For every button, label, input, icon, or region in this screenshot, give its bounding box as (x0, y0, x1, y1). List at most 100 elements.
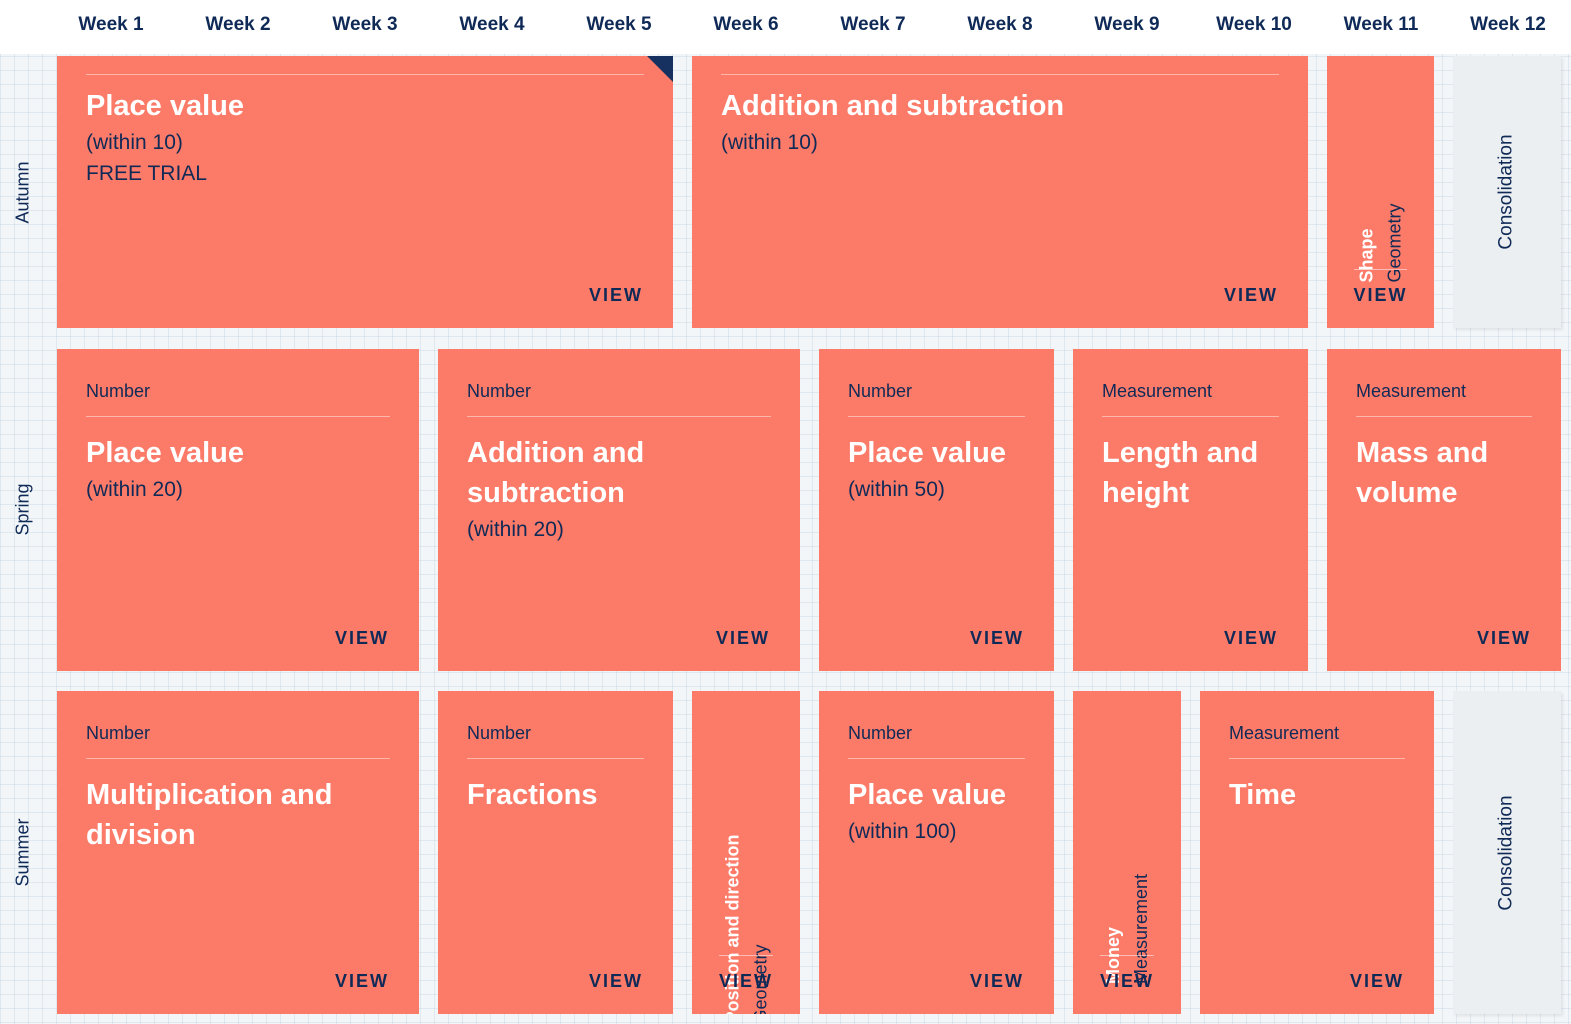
card-divider (1100, 955, 1154, 956)
card-category: Number (467, 381, 771, 417)
card-vertical-label: Money Measurement (1073, 711, 1181, 984)
card-category: Number (86, 381, 390, 417)
week-label-8: Week 8 (967, 14, 1033, 35)
card-title-text: Place value (86, 437, 244, 469)
card-summer-place-value-100[interactable]: Number Place value (within 100) VIEW (819, 691, 1054, 1014)
view-button[interactable]: VIEW (588, 285, 643, 305)
week-label-1: Week 1 (78, 14, 144, 35)
card-divider (86, 74, 644, 75)
consolidation-label: Consolidation (1496, 794, 1518, 911)
card-category: Number (86, 723, 390, 759)
view-button[interactable]: VIEW (715, 628, 770, 648)
week-label-7: Week 7 (840, 14, 906, 35)
card-title: Addition and subtraction (within 20) (467, 433, 776, 547)
card-title: Shape (1356, 228, 1377, 283)
view-button[interactable]: VIEW (1099, 971, 1154, 991)
card-summer-multiplication[interactable]: Number Multiplication and division VIEW (57, 691, 419, 1014)
view-button[interactable]: VIEW (1223, 628, 1278, 648)
card-title: Fractions (467, 775, 649, 815)
card-spring-mass[interactable]: Measurement Mass and volume VIEW (1327, 349, 1561, 671)
card-spring-length[interactable]: Measurement Length and height VIEW (1073, 349, 1308, 671)
term-spring: Spring (0, 348, 46, 671)
week-label-5: Week 5 (586, 14, 652, 35)
week-label-6: Week 6 (713, 14, 779, 35)
card-subtitle: (within 10) (86, 131, 183, 154)
card-category: Measurement (1102, 381, 1279, 417)
card-title-text: Addition and subtraction (721, 90, 1065, 122)
consolidation-label: Consolidation (1496, 134, 1518, 250)
week-label-10: Week 10 (1216, 14, 1292, 35)
card-title: Place value (within 50) (848, 433, 1030, 507)
card-title: Time (1229, 775, 1410, 815)
card-summer-fractions[interactable]: Number Fractions VIEW (438, 691, 673, 1014)
card-title-text: Addition and subtraction (467, 437, 645, 509)
card-spring-addition[interactable]: Number Addition and subtraction (within … (438, 349, 800, 671)
view-button[interactable]: VIEW (1223, 285, 1278, 305)
card-subtitle: (within 50) (848, 478, 945, 501)
card-autumn-consolidation[interactable]: Consolidation (1453, 56, 1561, 328)
week-label-2: Week 2 (205, 14, 271, 35)
card-title: Length and height (1102, 433, 1284, 513)
card-title-text: Length and height (1102, 437, 1259, 509)
card-subtitle: (within 20) (467, 518, 564, 541)
term-spring-label: Spring (12, 483, 33, 536)
term-autumn-label: Autumn (12, 160, 33, 224)
view-button[interactable]: VIEW (334, 971, 389, 991)
card-title: Multiplication and division (86, 775, 395, 855)
week-label-3: Week 3 (332, 14, 398, 35)
card-category: Measurement (1131, 873, 1151, 985)
week-label-9: Week 9 (1094, 14, 1160, 35)
term-summer: Summer (0, 691, 46, 1014)
view-button[interactable]: VIEW (1349, 971, 1404, 991)
term-autumn: Autumn (0, 56, 46, 328)
card-title-text: Place value (848, 779, 1006, 811)
card-title-text: Time (1229, 779, 1297, 811)
card-vertical-label: Position and direction Geometry (692, 711, 800, 1014)
free-trial-ribbon (647, 56, 673, 82)
card-subtitle: (within 20) (86, 478, 183, 501)
view-button[interactable]: VIEW (969, 628, 1024, 648)
card-title-text: Multiplication and division (86, 779, 333, 851)
card-title-text: Place value (86, 90, 244, 122)
card-divider (1354, 269, 1407, 270)
view-button[interactable]: VIEW (969, 971, 1024, 991)
card-summer-position[interactable]: Position and direction Geometry VIEW (692, 691, 800, 1014)
week-label-12: Week 12 (1470, 14, 1546, 35)
card-subtitle: (within 100) (848, 820, 957, 843)
card-category: Measurement (1229, 723, 1405, 759)
card-category: Geometry (1384, 203, 1405, 283)
card-summer-consolidation[interactable]: Consolidation (1453, 691, 1561, 1014)
week-label-11: Week 11 (1343, 14, 1419, 35)
week-header: Week 1 Week 2 Week 3 Week 4 Week 5 Week … (0, 0, 1571, 54)
card-title-text: Mass and volume (1356, 437, 1489, 509)
card-summer-money[interactable]: Money Measurement VIEW (1073, 691, 1181, 1014)
card-title: Place value (within 100) (848, 775, 1030, 849)
card-title: Mass and volume (1356, 433, 1537, 513)
card-title-text: Place value (848, 437, 1006, 469)
view-button[interactable]: VIEW (334, 628, 389, 648)
card-summer-time[interactable]: Measurement Time VIEW (1200, 691, 1434, 1014)
card-title: Money (1103, 927, 1123, 985)
card-title-text: Fractions (467, 779, 598, 811)
view-button[interactable]: VIEW (1476, 628, 1531, 648)
card-autumn-addition[interactable]: Addition and subtraction (within 10) VIE… (692, 56, 1308, 328)
card-title: Place value (within 20) (86, 433, 395, 507)
card-category: Number (848, 723, 1025, 759)
card-title: Addition and subtraction (within 10) (721, 86, 1284, 160)
card-category: Number (467, 723, 644, 759)
week-label-4: Week 4 (459, 14, 525, 35)
term-summer-label: Summer (12, 818, 33, 887)
card-category: Number (848, 381, 1025, 417)
card-vertical-label: Shape Geometry (1327, 76, 1434, 282)
view-button[interactable]: VIEW (718, 971, 773, 991)
card-spring-place-value[interactable]: Number Place value (within 20) VIEW (57, 349, 419, 671)
card-autumn-place-value[interactable]: Place value (within 10) FREE TRIAL VIEW (57, 56, 673, 328)
card-category: Measurement (1356, 381, 1532, 417)
card-spring-place-value-50[interactable]: Number Place value (within 50) VIEW (819, 349, 1054, 671)
card-divider (721, 74, 1279, 75)
card-subtitle: (within 10) (721, 131, 818, 154)
free-trial-label: FREE TRIAL (86, 162, 207, 185)
view-button[interactable]: VIEW (588, 971, 643, 991)
view-button[interactable]: VIEW (1353, 285, 1408, 305)
card-autumn-shape[interactable]: Shape Geometry VIEW (1327, 56, 1434, 328)
